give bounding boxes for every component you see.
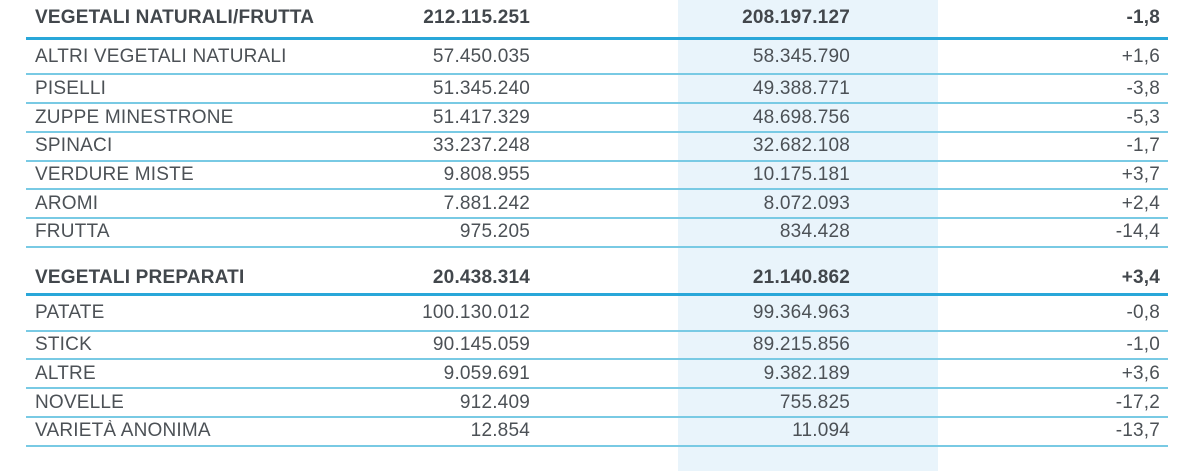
category-cell: VERDURE MISTE <box>35 163 194 185</box>
category-cell: VARIETÀ ANONIMA <box>35 420 211 442</box>
value1-cell: 90.145.059 <box>432 334 530 356</box>
section-total-value2: 208.197.127 <box>742 7 850 29</box>
value2-cell: 8.072.093 <box>763 192 850 214</box>
table-row: VERDURE MISTE 9.808.955 10.175.181 +3,7 <box>26 162 1168 191</box>
table-row: ALTRE 9.059.691 9.382.189 +3,6 <box>26 360 1168 390</box>
value2-cell: 99.364.963 <box>752 301 850 323</box>
table-row: AROMI 7.881.242 8.072.093 +2,4 <box>26 190 1168 219</box>
table-row: NOVELLE 912.409 755.825 -17,2 <box>26 389 1168 418</box>
change-cell: -13,7 <box>1115 420 1160 442</box>
change-cell: -14,4 <box>1115 221 1160 243</box>
section-total-value2: 21.140.862 <box>752 267 850 289</box>
change-cell: -1,7 <box>1126 135 1160 157</box>
section-total-change: -1,8 <box>1126 7 1160 29</box>
data-table: VEGETALI NATURALI/FRUTTA 212.115.251 208… <box>26 0 1168 447</box>
value1-cell: 9.059.691 <box>443 362 530 384</box>
value1-cell: 9.808.955 <box>443 163 530 185</box>
value1-cell: 57.450.035 <box>432 45 530 67</box>
category-cell: PISELLI <box>35 77 107 99</box>
change-cell: -0,8 <box>1126 301 1160 323</box>
section-total-change: +3,4 <box>1121 267 1160 289</box>
change-cell: +3,7 <box>1121 163 1160 185</box>
change-cell: -5,3 <box>1126 106 1160 128</box>
section-header-row: VEGETALI PREPARATI 20.438.314 21.140.862… <box>26 248 1168 296</box>
table-row: ZUPPE MINESTRONE 51.417.329 48.698.756 -… <box>26 104 1168 133</box>
value2-cell: 49.388.771 <box>752 77 850 99</box>
category-cell: ALTRI VEGETALI NATURALI <box>35 45 287 67</box>
category-cell: FRUTTA <box>35 221 110 243</box>
change-cell: +2,4 <box>1121 192 1160 214</box>
category-cell: PATATE <box>35 301 105 323</box>
section-total-value1: 212.115.251 <box>423 7 530 29</box>
value2-cell: 9.382.189 <box>763 362 850 384</box>
change-cell: +1,6 <box>1121 45 1160 67</box>
category-cell: AROMI <box>35 192 99 214</box>
value2-cell: 48.698.756 <box>752 106 850 128</box>
value1-cell: 912.409 <box>459 391 530 413</box>
value2-cell: 834.428 <box>779 221 850 243</box>
category-cell: STICK <box>35 334 92 356</box>
value1-cell: 975.205 <box>459 221 530 243</box>
section-title: VEGETALI NATURALI/FRUTTA <box>35 7 315 29</box>
category-cell: SPINACI <box>35 135 113 157</box>
table-row: SPINACI 33.237.248 32.682.108 -1,7 <box>26 133 1168 162</box>
value2-cell: 11.094 <box>792 420 850 442</box>
category-cell: ALTRE <box>35 362 96 384</box>
change-cell: -3,8 <box>1126 77 1160 99</box>
table-row: FRUTTA 975.205 834.428 -14,4 <box>26 219 1168 248</box>
value2-cell: 10.175.181 <box>752 163 850 185</box>
category-cell: ZUPPE MINESTRONE <box>35 106 234 128</box>
value1-cell: 33.237.248 <box>432 135 530 157</box>
value2-cell: 89.215.856 <box>752 334 850 356</box>
table-row: PISELLI 51.345.240 49.388.771 -3,8 <box>26 75 1168 105</box>
table-row: ALTRI VEGETALI NATURALI 57.450.035 58.34… <box>26 40 1168 76</box>
table-row: STICK 90.145.059 89.215.856 -1,0 <box>26 332 1168 361</box>
section-header-row: VEGETALI NATURALI/FRUTTA 212.115.251 208… <box>26 0 1168 40</box>
value1-cell: 51.417.329 <box>432 106 530 128</box>
value1-cell: 51.345.240 <box>432 77 530 99</box>
value1-cell: 7.881.242 <box>443 192 530 214</box>
change-cell: -17,2 <box>1115 391 1160 413</box>
category-cell: NOVELLE <box>35 391 125 413</box>
table-row: VARIETÀ ANONIMA 12.854 11.094 -13,7 <box>26 418 1168 447</box>
change-cell: -1,0 <box>1126 334 1160 356</box>
table-row: PATATE 100.130.012 99.364.963 -0,8 <box>26 296 1168 332</box>
value1-cell: 100.130.012 <box>422 301 530 323</box>
value2-cell: 58.345.790 <box>752 45 850 67</box>
section-title: VEGETALI PREPARATI <box>35 267 245 289</box>
change-cell: +3,6 <box>1121 362 1160 384</box>
value2-cell: 755.825 <box>779 391 850 413</box>
value1-cell: 12.854 <box>470 420 530 442</box>
value2-cell: 32.682.108 <box>752 135 850 157</box>
section-total-value1: 20.438.314 <box>432 267 530 289</box>
highlight-column-band <box>678 0 938 471</box>
